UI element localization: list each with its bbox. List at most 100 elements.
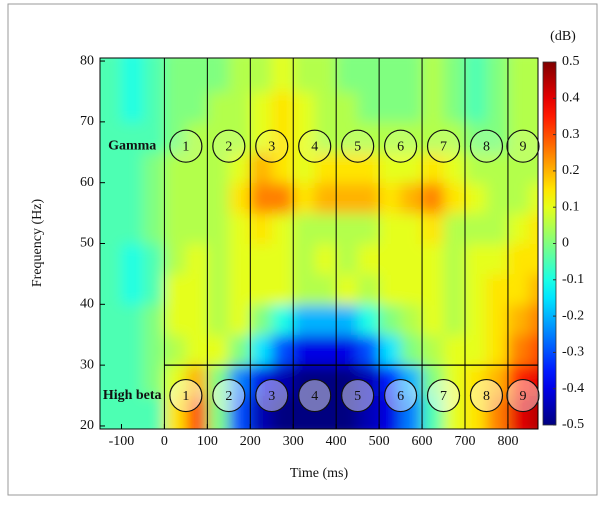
heat-cell bbox=[314, 334, 337, 366]
colorbar-tick-label: -0.2 bbox=[562, 308, 584, 323]
heat-cell bbox=[185, 395, 208, 429]
heat-cell bbox=[293, 91, 316, 123]
heat-cell bbox=[379, 58, 402, 92]
x-tick-label: 0 bbox=[161, 434, 168, 449]
heat-cell bbox=[164, 91, 187, 123]
heat-cell bbox=[271, 334, 294, 366]
heat-cell bbox=[529, 58, 538, 92]
heat-cell bbox=[293, 304, 316, 336]
heat-cell bbox=[250, 182, 273, 214]
heat-cell bbox=[507, 304, 530, 336]
heat-cell bbox=[293, 243, 316, 275]
heat-cell bbox=[443, 213, 466, 244]
heat-cell bbox=[357, 182, 380, 214]
heat-cell bbox=[486, 182, 509, 214]
heat-cell bbox=[507, 395, 530, 429]
colorbar-label: (dB) bbox=[550, 29, 576, 44]
heat-cell bbox=[250, 213, 273, 244]
heat-cell bbox=[336, 91, 359, 123]
heat-cell bbox=[250, 395, 273, 429]
heat-cell bbox=[271, 58, 294, 92]
heat-cell bbox=[529, 395, 538, 429]
x-axis-label: Time (ms) bbox=[290, 466, 349, 481]
heat-cell bbox=[207, 243, 230, 275]
heat-cell bbox=[293, 58, 316, 92]
heat-cell bbox=[164, 152, 187, 184]
window-label: 7 bbox=[440, 139, 447, 154]
heat-cell bbox=[100, 121, 122, 153]
window-circle bbox=[383, 378, 418, 413]
x-tick-label: 600 bbox=[412, 434, 433, 449]
y-tick-label: 80 bbox=[80, 53, 94, 68]
heat-cell bbox=[357, 213, 380, 244]
heat-cell bbox=[336, 365, 359, 397]
heat-cell bbox=[142, 152, 165, 184]
heat-cell bbox=[336, 304, 359, 336]
x-tick-label: 300 bbox=[283, 434, 304, 449]
heat-cell bbox=[271, 395, 294, 429]
heat-cell bbox=[422, 152, 445, 184]
heat-cell bbox=[507, 334, 530, 366]
x-tick-label: 200 bbox=[240, 434, 261, 449]
heat-cell bbox=[486, 91, 509, 123]
heat-cell bbox=[357, 365, 380, 397]
heat-cell bbox=[379, 273, 402, 305]
heat-cell bbox=[185, 91, 208, 123]
heat-cell bbox=[228, 213, 251, 244]
heat-cell bbox=[443, 58, 466, 92]
heat-cell bbox=[142, 182, 165, 214]
colorbar-tick-label: 0.4 bbox=[562, 91, 580, 106]
y-tick-label: 70 bbox=[80, 114, 94, 129]
heat-cell bbox=[486, 58, 509, 92]
window-label: 2 bbox=[225, 389, 232, 404]
heat-cell bbox=[207, 304, 230, 336]
heat-cell bbox=[400, 243, 423, 275]
heat-cell bbox=[379, 365, 402, 397]
window-circle bbox=[506, 129, 540, 163]
heat-cell bbox=[357, 304, 380, 336]
heat-cell bbox=[400, 395, 423, 429]
heat-cell bbox=[271, 152, 294, 184]
heat-cell bbox=[486, 304, 509, 336]
window-label: 1 bbox=[182, 139, 189, 154]
heat-cell bbox=[529, 304, 538, 336]
heat-cell bbox=[250, 58, 273, 92]
heat-cell bbox=[379, 182, 402, 214]
heat-cell bbox=[314, 395, 337, 429]
heat-cell bbox=[121, 365, 144, 397]
heat-cell bbox=[379, 213, 402, 244]
heat-cell bbox=[228, 91, 251, 123]
window-circle bbox=[298, 129, 332, 163]
heat-cell bbox=[507, 91, 530, 123]
heat-cell bbox=[529, 152, 538, 184]
heat-cell bbox=[465, 304, 487, 336]
heat-cell bbox=[293, 152, 316, 184]
window-circle bbox=[506, 378, 540, 413]
heat-cell bbox=[100, 243, 122, 275]
heat-cell bbox=[529, 182, 538, 214]
window-label: 2 bbox=[225, 139, 232, 154]
heat-cell bbox=[443, 243, 466, 275]
heat-cell bbox=[422, 273, 445, 305]
heat-cell bbox=[228, 182, 251, 214]
colorbar-tick-label: 0 bbox=[562, 236, 569, 251]
heat-cell bbox=[507, 121, 530, 153]
heat-cell bbox=[486, 243, 509, 275]
heat-cell bbox=[357, 152, 380, 184]
heat-cell bbox=[379, 152, 402, 184]
heat-cell bbox=[486, 334, 509, 366]
heat-cell bbox=[314, 304, 337, 336]
heat-cell bbox=[228, 243, 251, 275]
heat-cell bbox=[529, 121, 538, 153]
heat-cell bbox=[486, 365, 509, 397]
heat-cell bbox=[314, 243, 337, 275]
colorbar-tick-label: 0.5 bbox=[562, 54, 580, 69]
colorbar-tick-label: -0.4 bbox=[562, 381, 584, 396]
heat-cell bbox=[250, 152, 273, 184]
heat-cell bbox=[207, 334, 230, 366]
heat-cell bbox=[121, 58, 144, 92]
window-label: 8 bbox=[483, 389, 490, 404]
window-circle bbox=[341, 378, 375, 413]
heat-cell bbox=[185, 58, 208, 92]
window-circle bbox=[212, 129, 246, 163]
